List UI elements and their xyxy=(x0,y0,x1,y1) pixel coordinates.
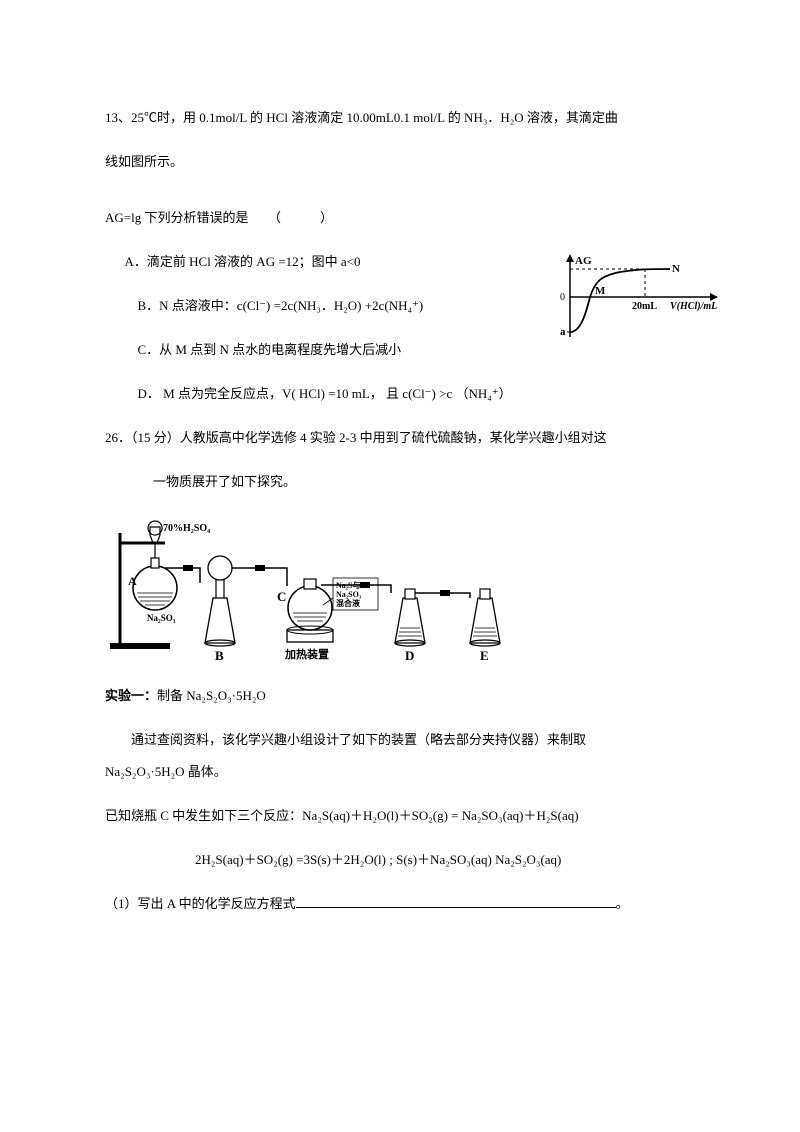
exp1-title: 实验一：制备 Na₂S₂O₃·5H₂O xyxy=(105,683,695,709)
q26-stem-2: 一物质展开了如下探究。 xyxy=(153,469,695,495)
answer-blank-1[interactable] xyxy=(296,894,616,908)
graph-M: M xyxy=(595,285,606,297)
graph-a: a xyxy=(560,326,566,338)
exp1-title-rest: 制备 Na₂S₂O₃·5H₂O xyxy=(157,688,266,703)
q13-agline: AG=lg 下列分析错误的是 （ ） xyxy=(105,205,695,231)
exp1-title-bold: 实验一： xyxy=(105,688,157,703)
titration-graph: AG M N 0 20mL V(HCl)/mL a xyxy=(540,252,730,342)
svg-text:B: B xyxy=(215,648,224,663)
graph-xtick: 20mL xyxy=(632,301,657,312)
q26-p1a: 通过查阅资料，该化学兴趣小组设计了如下的装置（略去部分夹持仪器）来制取 xyxy=(105,727,695,753)
q26-eq2: 2H₂S(aq)＋SO₂(g) =3S(s)＋2H₂O(l) ; S(s)＋Na… xyxy=(195,847,695,873)
graph-zero: 0 xyxy=(560,292,565,303)
svg-text:D: D xyxy=(405,648,414,663)
svg-text:70%H₂SO₄: 70%H₂SO₄ xyxy=(163,523,210,534)
svg-text:E: E xyxy=(480,648,489,663)
svg-text:A: A xyxy=(128,574,137,588)
q26-p2: 已知烧瓶 C 中发生如下三个反应：Na₂S(aq)＋H₂O(l)＋SO₂(g) … xyxy=(105,803,695,829)
q26-sub1: （1）写出 A 中的化学反应方程式 。 xyxy=(105,891,695,917)
graph-xlabel: V(HCl)/mL xyxy=(670,301,717,312)
q13-stem-2: 线如图所示。 xyxy=(105,149,695,175)
svg-text:混合液: 混合液 xyxy=(336,598,360,608)
svg-text:C: C xyxy=(277,589,286,604)
apparatus-diagram: 70%H₂SO₄ A Na₂SO₃ B C xyxy=(105,513,535,663)
q26-sub1-end: 。 xyxy=(616,896,629,911)
page: 13、25℃时，用 0.1mol/L 的 HCl 溶液滴定 10.00mL0.1… xyxy=(0,0,800,1132)
graph-ylabel: AG xyxy=(575,255,592,267)
q26-p1b: Na₂S₂O₃·5H₂O 晶体。 xyxy=(105,759,695,785)
svg-text:加热装置: 加热装置 xyxy=(284,647,329,661)
q26-stem-1: 26．（15 分）人教版高中化学选修 4 实验 2-3 中用到了硫代硫酸钠，某化… xyxy=(105,425,695,451)
svg-text:Na₂SO₃: Na₂SO₃ xyxy=(336,590,362,599)
svg-text:Na₂SO₃: Na₂SO₃ xyxy=(147,613,176,623)
graph-N: N xyxy=(672,263,680,275)
q13-optD: D． M 点为完全反应点，V( HCl) =10 mL， 且 c(Cl⁻) >c… xyxy=(105,381,695,407)
q13-stem-1: 13、25℃时，用 0.1mol/L 的 HCl 溶液滴定 10.00mL0.1… xyxy=(105,105,695,131)
q26-sub1-text: （1）写出 A 中的化学反应方程式 xyxy=(105,896,296,911)
